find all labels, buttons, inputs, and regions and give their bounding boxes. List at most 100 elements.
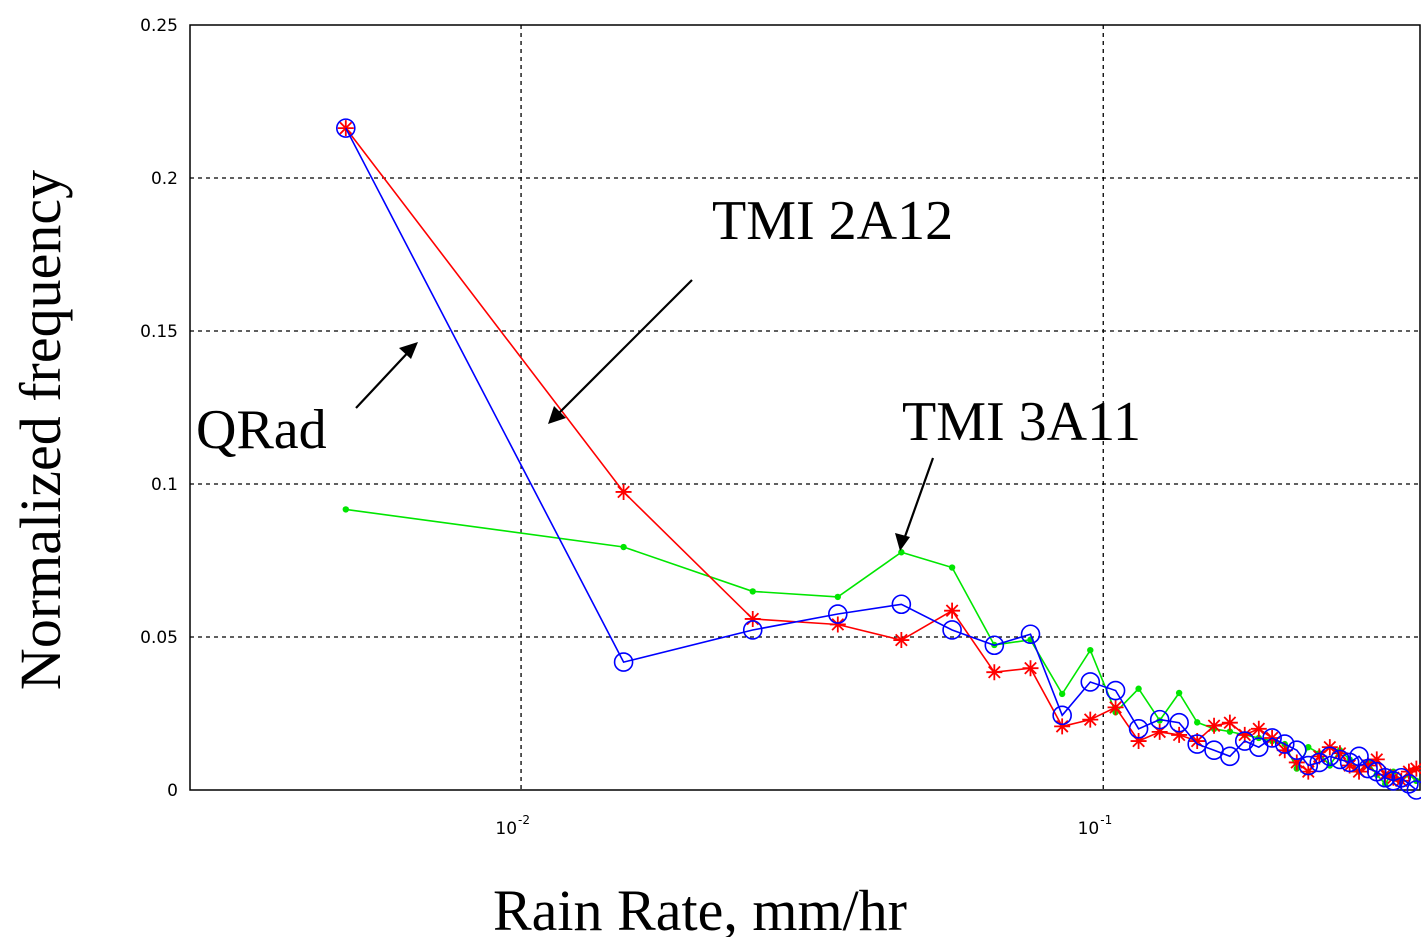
- point-qrad-6: [984, 635, 1005, 656]
- point-qrad-34: [1406, 780, 1421, 800]
- point-tmi-2a12-15: [1206, 717, 1223, 734]
- grid-lines: [190, 25, 1420, 790]
- point-qrad-23: [1309, 752, 1330, 773]
- point-tmi-3a11-5: [948, 564, 956, 571]
- point-tmi-3a11-3: [834, 593, 842, 601]
- x-tick-base: 10: [1078, 819, 1100, 839]
- arrow-tmi-2a12: [551, 279, 693, 421]
- point-qrad-22: [1298, 755, 1319, 776]
- point-qrad-10: [1105, 680, 1126, 701]
- series-line-qrad: [345, 127, 1417, 791]
- y-tick-label-2: 0.1: [151, 475, 178, 495]
- point-qrad-21: [1286, 740, 1307, 761]
- arrow-qrad: [355, 345, 415, 409]
- point-qrad-11: [1128, 718, 1149, 739]
- point-qrad-17: [1234, 731, 1255, 751]
- point-tmi-3a11-11: [1135, 685, 1142, 692]
- y-tick-label-0: 0: [167, 781, 178, 801]
- point-tmi-2a12-29: [1368, 751, 1385, 768]
- arrowhead-tmi-2a12: [548, 406, 566, 424]
- point-qrad-31: [1383, 771, 1404, 791]
- point-tmi-3a11-0: [342, 506, 349, 513]
- point-qrad-14: [1187, 734, 1207, 754]
- point-tmi-3a11-1: [620, 543, 627, 551]
- point-tmi-2a12-3: [829, 616, 846, 633]
- arrowhead-qrad: [399, 342, 418, 359]
- x-tick-labels: 10 -2 10 -1: [495, 813, 1112, 839]
- point-tmi-2a12-23: [1311, 748, 1328, 765]
- point-qrad-5: [942, 620, 962, 640]
- point-tmi-2a12-22: [1300, 763, 1317, 780]
- point-qrad-7: [1020, 624, 1041, 645]
- y-tick-label-1: 0.05: [140, 628, 178, 648]
- y-tick-label-4: 0.2: [151, 169, 178, 189]
- point-tmi-2a12-8: [1054, 718, 1071, 735]
- point-tmi-2a12-21: [1288, 754, 1305, 771]
- arrow-tmi-3a11: [900, 457, 935, 546]
- point-tmi-2a12-26: [1341, 757, 1358, 774]
- point-tmi-2a12-31: [1385, 769, 1402, 786]
- point-qrad-0: [335, 118, 356, 138]
- point-tmi-2a12-33: [1400, 763, 1417, 780]
- y-tick-label-5: 0.25: [140, 16, 178, 36]
- point-qrad-13: [1169, 712, 1189, 733]
- point-tmi-2a12-2: [744, 610, 761, 627]
- y-axis-title: Normalized frequency: [8, 170, 73, 690]
- annotation-qrad: QRad: [196, 399, 327, 461]
- point-tmi-2a12-7: [1022, 660, 1039, 677]
- point-tmi-2a12-25: [1331, 745, 1348, 762]
- y-tick-label-3: 0.15: [140, 322, 178, 342]
- point-tmi-2a12-16: [1221, 714, 1238, 731]
- x-tick-exponent: -1: [1100, 813, 1112, 827]
- point-tmi-2a12-28: [1360, 757, 1377, 774]
- x-tick-label-1: 10 -1: [1078, 813, 1113, 839]
- point-qrad-25: [1330, 749, 1350, 770]
- x-axis-title: Rain Rate, mm/hr: [493, 878, 907, 937]
- point-tmi-2a12-34: [1408, 760, 1421, 777]
- x-tick-base: 10: [495, 819, 517, 839]
- point-qrad-30: [1375, 767, 1396, 788]
- series-layer: [335, 118, 1421, 800]
- point-qrad-32: [1391, 767, 1412, 788]
- point-tmi-2a12-6: [986, 664, 1003, 681]
- point-tmi-3a11-4: [898, 549, 905, 556]
- point-qrad-3: [828, 604, 848, 624]
- point-tmi-3a11-22: [1305, 743, 1312, 751]
- point-tmi-3a11-14: [1193, 719, 1201, 726]
- point-qrad-16: [1220, 746, 1240, 767]
- point-tmi-3a11-9: [1087, 646, 1094, 654]
- point-tmi-2a12-17: [1236, 726, 1253, 743]
- point-qrad-19: [1262, 728, 1282, 748]
- x-tick-exponent: -2: [518, 813, 530, 827]
- point-qrad-2: [742, 620, 763, 640]
- point-tmi-2a12-4: [893, 632, 910, 649]
- series-line-tmi-3a11: [345, 508, 1417, 786]
- point-qrad-24: [1320, 746, 1340, 767]
- point-qrad-8: [1052, 705, 1072, 726]
- point-tmi-2a12-10: [1107, 699, 1124, 716]
- point-qrad-1: [613, 652, 634, 672]
- point-qrad-28: [1358, 758, 1378, 779]
- series-tmi-3a11: [342, 506, 1420, 788]
- point-qrad-20: [1274, 734, 1295, 754]
- point-qrad-12: [1149, 709, 1170, 730]
- y-tick-labels: 0 0.05 0.1 0.15 0.2 0.25: [140, 16, 178, 801]
- point-tmi-2a12-13: [1171, 726, 1188, 743]
- arrowhead-tmi-3a11: [895, 533, 910, 551]
- series-qrad: [335, 118, 1421, 800]
- point-tmi-2a12-9: [1082, 711, 1099, 728]
- point-qrad-33: [1399, 774, 1419, 794]
- point-tmi-2a12-1: [615, 483, 632, 500]
- point-tmi-3a11-13: [1175, 689, 1183, 697]
- point-tmi-2a12-12: [1151, 723, 1168, 740]
- point-tmi-2a12-14: [1189, 733, 1206, 750]
- x-tick-label-0: 10 -2: [495, 813, 530, 839]
- point-tmi-2a12-18: [1250, 720, 1267, 737]
- annotation-tmi-2a12: TMI 2A12: [712, 190, 953, 252]
- point-qrad-4: [891, 594, 912, 615]
- point-tmi-3a11-16: [1226, 728, 1234, 735]
- point-tmi-2a12-20: [1276, 742, 1293, 759]
- annotation-tmi-3a11: TMI 3A11: [902, 391, 1141, 453]
- point-qrad-9: [1080, 672, 1101, 692]
